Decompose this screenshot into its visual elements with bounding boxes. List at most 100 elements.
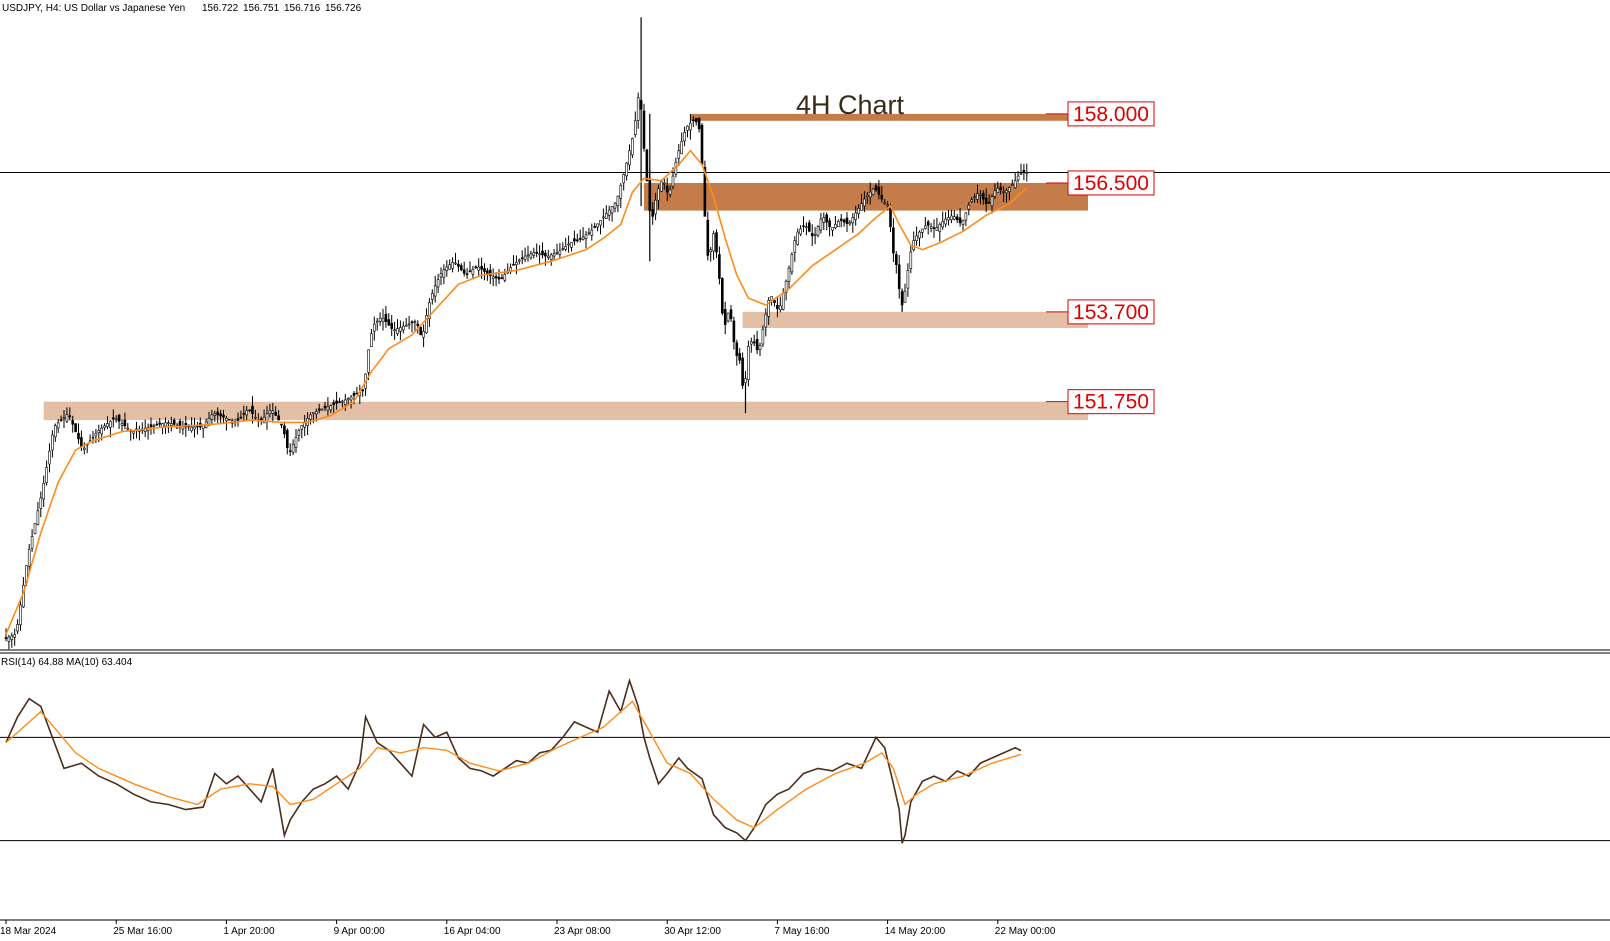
candle — [947, 217, 950, 221]
candle — [944, 218, 947, 225]
candle — [283, 425, 286, 435]
candle — [326, 406, 330, 411]
candle — [631, 138, 634, 156]
candle — [993, 190, 997, 197]
level-label: 151.750 — [1073, 391, 1149, 414]
candle — [680, 141, 684, 155]
candle — [602, 216, 605, 219]
candle — [541, 250, 544, 256]
level-zone — [690, 113, 1088, 121]
candle — [819, 218, 823, 231]
candle — [683, 132, 686, 142]
candle — [1025, 172, 1029, 174]
candle — [471, 268, 475, 275]
candle — [938, 224, 942, 232]
candle — [526, 254, 530, 257]
candle — [396, 328, 399, 334]
candle — [36, 510, 40, 525]
candle — [419, 326, 423, 336]
candle — [16, 624, 19, 632]
candle — [219, 413, 222, 417]
candle — [929, 226, 933, 229]
candle — [367, 349, 370, 373]
candle — [599, 220, 602, 226]
candle — [372, 323, 376, 332]
candle — [97, 430, 101, 433]
candle — [897, 264, 901, 290]
time-label: 18 Mar 2024 — [0, 926, 57, 936]
candle — [4, 637, 8, 639]
candle — [152, 425, 156, 428]
candle — [923, 225, 927, 229]
candle — [48, 450, 51, 465]
candle — [718, 254, 721, 279]
candle — [720, 278, 724, 314]
candle — [613, 202, 617, 209]
candle — [616, 195, 620, 206]
candle — [755, 338, 759, 351]
candle — [62, 417, 66, 419]
rsi-line — [5, 677, 1022, 844]
candle — [955, 216, 959, 221]
candle — [654, 199, 657, 215]
candle — [900, 291, 904, 306]
candle — [117, 414, 121, 422]
candle — [854, 212, 858, 220]
candle — [387, 319, 391, 326]
candle — [749, 341, 753, 345]
candle — [39, 497, 43, 509]
candle — [778, 305, 782, 311]
candle — [83, 447, 86, 450]
candle — [425, 315, 428, 334]
candle — [723, 309, 727, 325]
candle — [53, 425, 57, 438]
candle — [33, 523, 37, 535]
candle — [297, 430, 301, 436]
candle — [813, 234, 817, 236]
candle — [691, 119, 695, 122]
candle — [970, 199, 974, 202]
candle — [807, 222, 811, 232]
candle — [636, 97, 640, 121]
candle — [790, 254, 794, 273]
candle — [56, 422, 60, 429]
candle — [860, 203, 863, 211]
candle — [633, 120, 637, 135]
candle — [952, 216, 956, 220]
candle — [94, 433, 98, 437]
candle — [245, 410, 248, 416]
candle — [822, 217, 826, 223]
candle — [990, 196, 994, 206]
candle — [465, 273, 469, 275]
candle — [416, 323, 420, 326]
level-zone — [742, 311, 1088, 328]
candle — [987, 202, 991, 204]
candle — [549, 254, 553, 260]
candle — [80, 437, 83, 447]
candle — [457, 263, 460, 267]
candle — [857, 207, 860, 215]
candle — [935, 227, 939, 231]
candle — [538, 253, 541, 256]
time-label: 7 May 16:00 — [774, 926, 829, 936]
candle — [100, 427, 103, 435]
candle — [480, 265, 483, 270]
candle — [984, 197, 988, 204]
ohlc-close: 156.726 — [325, 3, 362, 14]
candle — [1013, 180, 1017, 189]
candle — [314, 411, 318, 415]
candle — [262, 416, 266, 424]
candle — [225, 418, 228, 422]
candle — [430, 293, 434, 300]
level-labels: 158.000 156.500 153.700 151.750 — [1067, 101, 1155, 415]
candle — [216, 411, 219, 416]
candle — [686, 125, 689, 131]
candle — [573, 238, 576, 242]
level-label-box — [1067, 299, 1155, 325]
candle — [407, 323, 411, 326]
candle — [410, 321, 414, 324]
level-label: 158.000 — [1073, 103, 1149, 126]
candle — [865, 194, 869, 197]
time-label: 16 Apr 04:00 — [444, 926, 501, 936]
candle — [886, 204, 889, 207]
